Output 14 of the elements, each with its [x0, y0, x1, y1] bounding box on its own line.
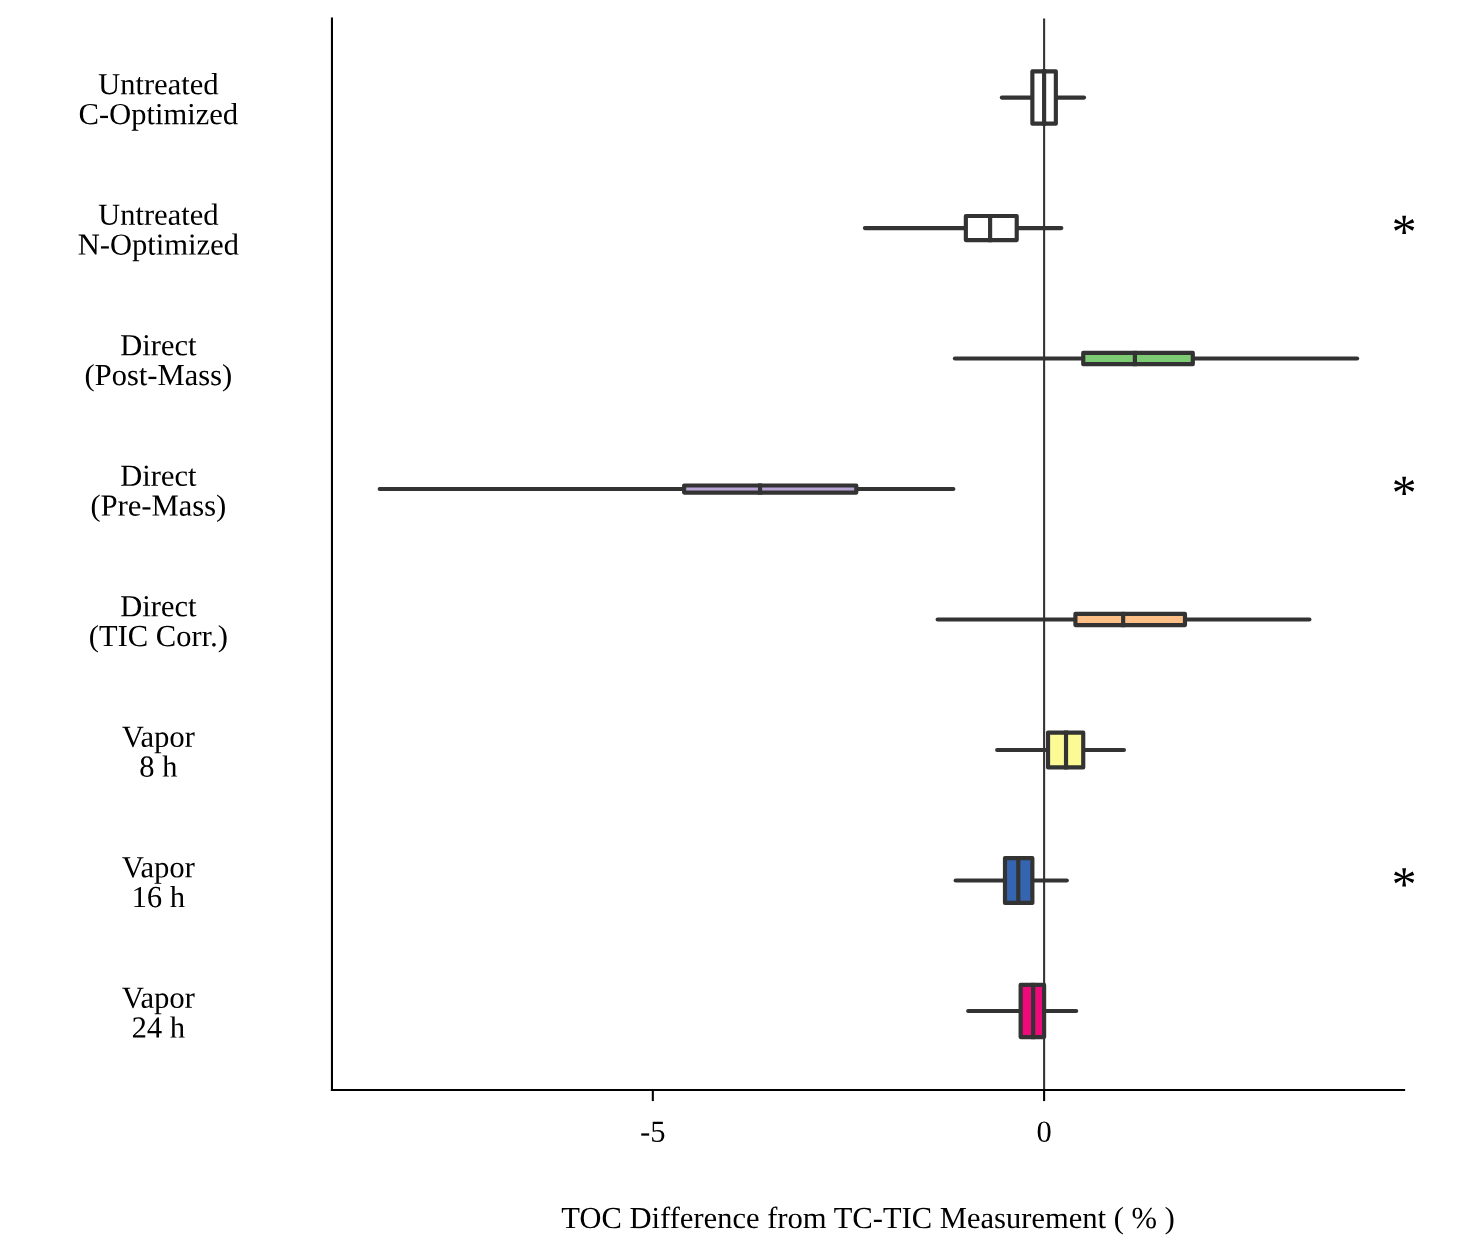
y-tick-label: Untreated N-Optimized: [78, 203, 239, 262]
y-tick-label: Direct (Post-Mass): [85, 335, 231, 392]
y-tick-label: Vapor 8 h: [122, 726, 195, 777]
y-tick-label: Vapor 16 h: [122, 857, 195, 908]
y-tick-label: Vapor 24 h: [122, 987, 195, 1038]
x-axis-title: TOC Difference from TC-TIC Measurement ( % ): [561, 1206, 1174, 1235]
x-tick-label: 0: [1037, 1121, 1051, 1143]
annotation: *: [1394, 868, 1415, 887]
y-tick-label: Direct (Pre-Mass): [91, 465, 225, 523]
x-tick-label: -5: [641, 1121, 665, 1143]
annotation: *: [1394, 476, 1415, 495]
annotation: *: [1394, 215, 1415, 234]
y-tick-label: Untreated C-Optimized: [79, 73, 238, 131]
y-tick-label: Direct (TIC Corr.): [90, 596, 227, 653]
